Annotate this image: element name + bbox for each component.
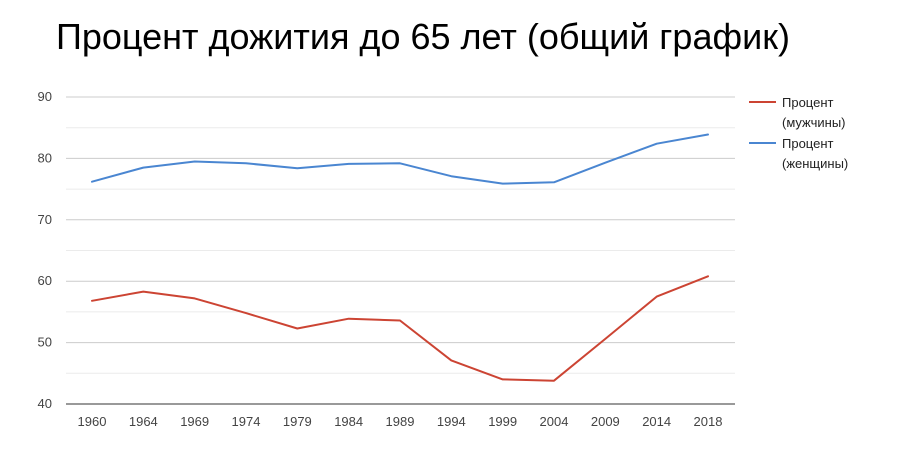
x-tick-label: 1969	[180, 414, 209, 429]
y-tick-label: 90	[38, 89, 52, 104]
x-tick-label: 1994	[437, 414, 466, 429]
y-tick-label: 80	[38, 150, 52, 165]
chart-title: Процент дожития до 65 лет (общий график)	[56, 16, 790, 57]
series-line-women	[91, 133, 709, 185]
x-tick-label: 1984	[334, 414, 363, 429]
x-tick-label: 1989	[386, 414, 415, 429]
legend: Процент (мужчины) Процент (женщины)	[749, 95, 848, 171]
x-tick-label: 1974	[232, 414, 261, 429]
legend-label: Процент	[782, 136, 834, 151]
x-tick-label: 2004	[540, 414, 569, 429]
x-tick-label: 2018	[694, 414, 723, 429]
series-lines	[91, 133, 709, 382]
y-axis-ticks: 40 50 60 70 80 90	[38, 89, 52, 411]
x-tick-label: 1999	[488, 414, 517, 429]
x-axis-ticks: 1960 1964 1969 1974 1979 1984 1989 1994 1999 2004…	[78, 414, 723, 429]
y-tick-label: 60	[38, 273, 52, 288]
y-tick-label: 40	[38, 396, 52, 411]
grid-lines	[66, 96, 735, 405]
series-line-men	[91, 275, 709, 382]
y-tick-label: 50	[38, 335, 52, 350]
y-tick-label: 70	[38, 212, 52, 227]
legend-label: (мужчины)	[782, 115, 846, 130]
x-tick-label: 2014	[642, 414, 671, 429]
legend-label: Процент	[782, 95, 834, 110]
x-tick-label: 1960	[78, 414, 107, 429]
x-tick-label: 1979	[283, 414, 312, 429]
legend-label: (женщины)	[782, 156, 848, 171]
x-tick-label: 1964	[129, 414, 158, 429]
x-tick-label: 2009	[591, 414, 620, 429]
